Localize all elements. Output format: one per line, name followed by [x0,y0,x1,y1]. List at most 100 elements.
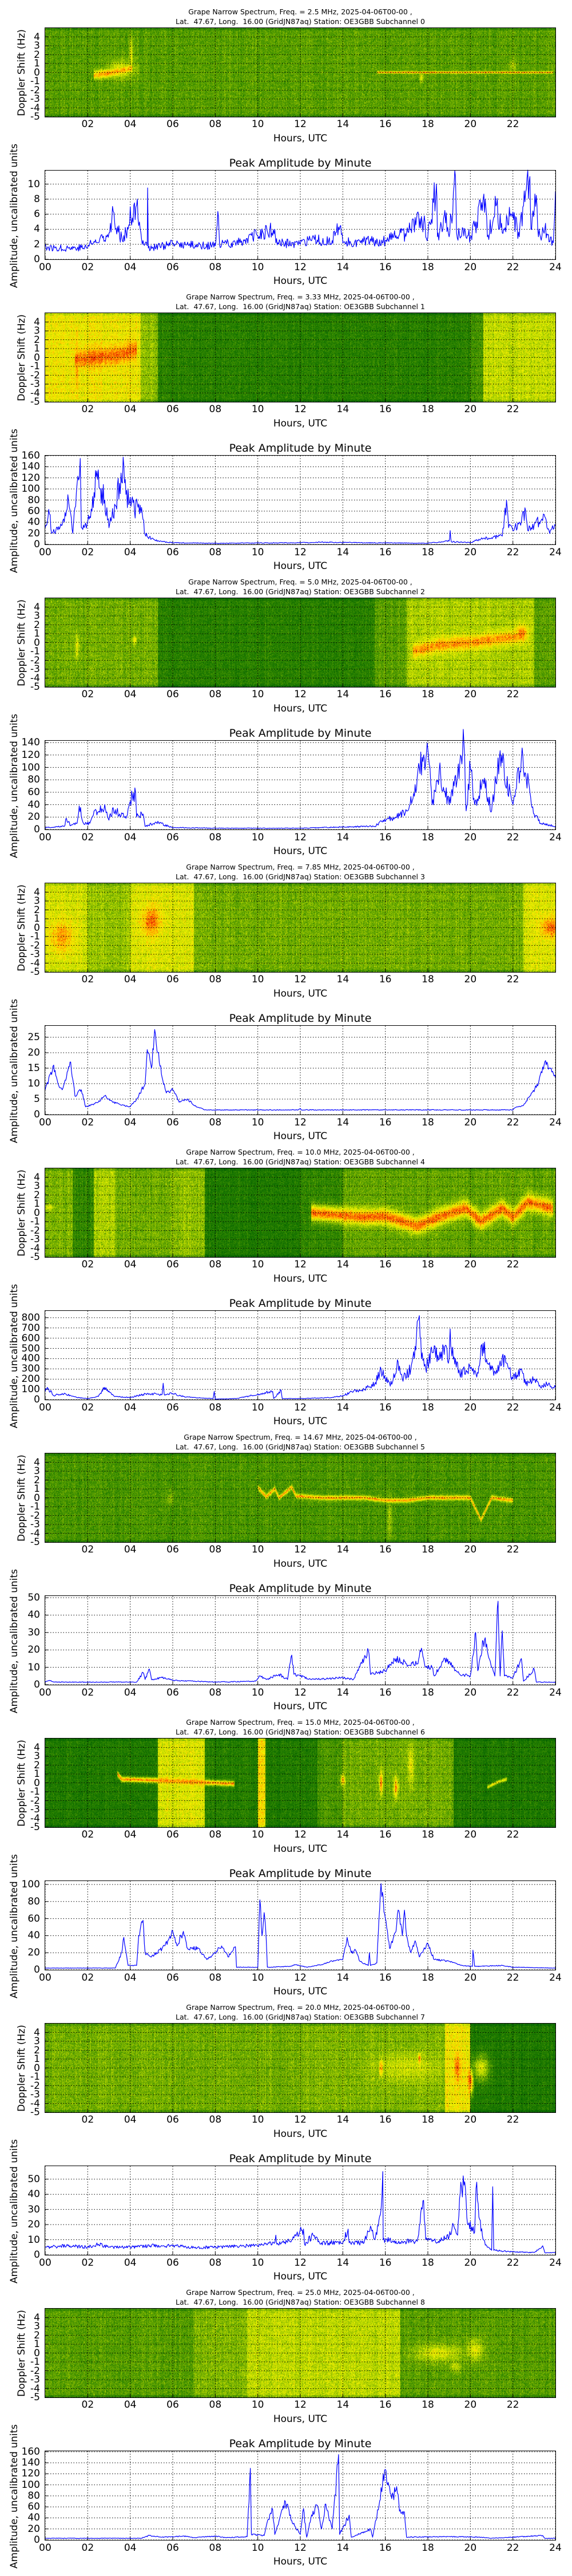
spectrogram-grid [45,883,555,973]
x-tick-label: 08 [209,2542,222,2554]
x-tick-label: 18 [422,1544,434,1555]
x-axis-label: Hours, UTC [273,275,328,287]
x-tick-label: 16 [379,832,392,843]
x-tick-label: 10 [251,2257,264,2269]
y-tick-label: 1 [34,2053,40,2065]
x-tick-label: 18 [422,1829,434,1840]
x-tick-label: 04 [124,974,137,985]
y-tick-label: 8 [34,193,40,205]
x-tick-label: 14 [336,1402,349,1413]
amplitude-line [45,2454,556,2539]
y-tick-label: 0 [34,1679,40,1690]
y-tick-label: -4 [30,1527,40,1539]
x-tick-label: 14 [336,2542,349,2554]
x-tick-label: 22 [506,404,519,415]
y-tick-label: 10 [27,1661,40,1673]
y-tick-label: 0 [34,2249,40,2261]
y-tick-label: 200 [21,1373,40,1385]
x-tick-label: 02 [81,1259,94,1270]
amplitude-line [45,169,556,252]
amplitude-plot-title: Peak Amplitude by Minute [229,2152,372,2165]
spectrogram-title-line-2: Lat. 47.67, Long. 16.00 (GridJN87aq) Sta… [176,872,425,881]
x-tick-label: 14 [336,1687,349,1698]
x-axis-label: Hours, UTC [273,1986,328,1997]
y-tick-label: -2 [30,84,40,96]
x-tick-label: 02 [81,1972,94,1984]
y-tick-label: -1 [30,1501,40,1512]
x-tick-label: 18 [422,1972,434,1984]
y-tick-label: 3 [34,1751,40,1762]
y-tick-label: -3 [30,1519,40,1530]
x-tick-label: 12 [294,2114,307,2125]
x-tick-label: 08 [209,1544,222,1555]
x-tick-label: 12 [294,1829,307,1840]
x-tick-label: 20 [464,832,477,843]
y-tick-label: -5 [30,1822,40,1833]
y-tick-label: 3 [34,325,40,337]
y-tick-label: 20 [27,527,40,539]
x-tick-label: 24 [549,1117,562,1128]
x-tick-label: 24 [549,547,562,558]
y-tick-label: -1 [30,2356,40,2368]
x-tick-label: 18 [422,1402,434,1413]
x-tick-label: 18 [422,974,434,985]
x-tick-label: 18 [422,262,434,273]
x-tick-label: 16 [379,1259,392,1270]
x-tick-label: 16 [379,1117,392,1128]
y-tick-label: 4 [34,2312,40,2324]
y-tick-label: -3 [30,663,40,675]
subchannel-panel: Grape Narrow Spectrum, Freq. = 5.0 MHz, … [0,570,572,858]
spectrogram-grid [45,1739,555,1828]
x-tick-label: 12 [294,974,307,985]
x-tick-label: 02 [81,689,94,700]
y-tick-label: -5 [30,2107,40,2118]
y-tick-label: 3 [34,1180,40,1192]
y-tick-label: 2 [34,2329,40,2341]
x-tick-label: 10 [251,1259,264,1270]
y-tick-label: -4 [30,957,40,969]
x-tick-label: 00 [39,1402,51,1413]
spectrogram-grid [45,313,555,402]
x-tick-label: 18 [422,1687,434,1698]
y-tick-label: 15 [27,1062,40,1074]
amplitude-line [45,457,556,544]
subchannel-panel: Grape Narrow Spectrum, Freq. = 15.0 MHz,… [0,1710,572,1998]
y-tick-label: 80 [27,1895,40,1907]
x-tick-label: 02 [81,2542,94,2554]
x-tick-label: 12 [294,1972,307,1984]
x-tick-label: 18 [422,404,434,415]
y-tick-label: 40 [27,799,40,811]
x-tick-label: 02 [81,262,94,273]
x-tick-label: 04 [124,1972,137,1984]
x-tick-label: 22 [506,262,519,273]
x-tick-label: 12 [294,404,307,415]
x-tick-label: 16 [379,2399,392,2411]
y-tick-label: 0 [34,2347,40,2359]
x-tick-label: 22 [506,1687,519,1698]
y-tick-label: -2 [30,1510,40,1522]
x-tick-label: 06 [166,1972,179,1984]
y-axis-label: Doppler Shift (Hz) [16,314,27,401]
x-tick-label: 16 [379,1687,392,1698]
amplitude-plot-area [45,169,556,260]
amplitude-line [45,2171,556,2254]
x-tick-label: 12 [294,547,307,558]
x-tick-label: 02 [81,1402,94,1413]
x-tick-label: 20 [464,1402,477,1413]
y-tick-label: 4 [34,2026,40,2038]
y-tick-label: 0 [34,2062,40,2074]
y-tick-label: -2 [30,939,40,951]
x-tick-label: 16 [379,689,392,700]
y-tick-label: 1 [34,2338,40,2350]
x-axis-label: Hours, UTC [273,2128,328,2140]
y-tick-label: -5 [30,111,40,123]
y-tick-label: 50 [27,1592,40,1604]
spectrogram-title-line-1: Grape Narrow Spectrum, Freq. = 7.85 MHz,… [186,863,415,871]
y-tick-label: 3 [34,895,40,907]
x-tick-label: 24 [549,262,562,273]
y-tick-label: 100 [21,1384,40,1396]
spectrogram-title-line-1: Grape Narrow Spectrum, Freq. = 15.0 MHz,… [186,1718,415,1726]
x-tick-label: 04 [124,118,137,130]
y-tick-label: 2 [34,619,40,631]
y-tick-label: 0 [34,351,40,364]
